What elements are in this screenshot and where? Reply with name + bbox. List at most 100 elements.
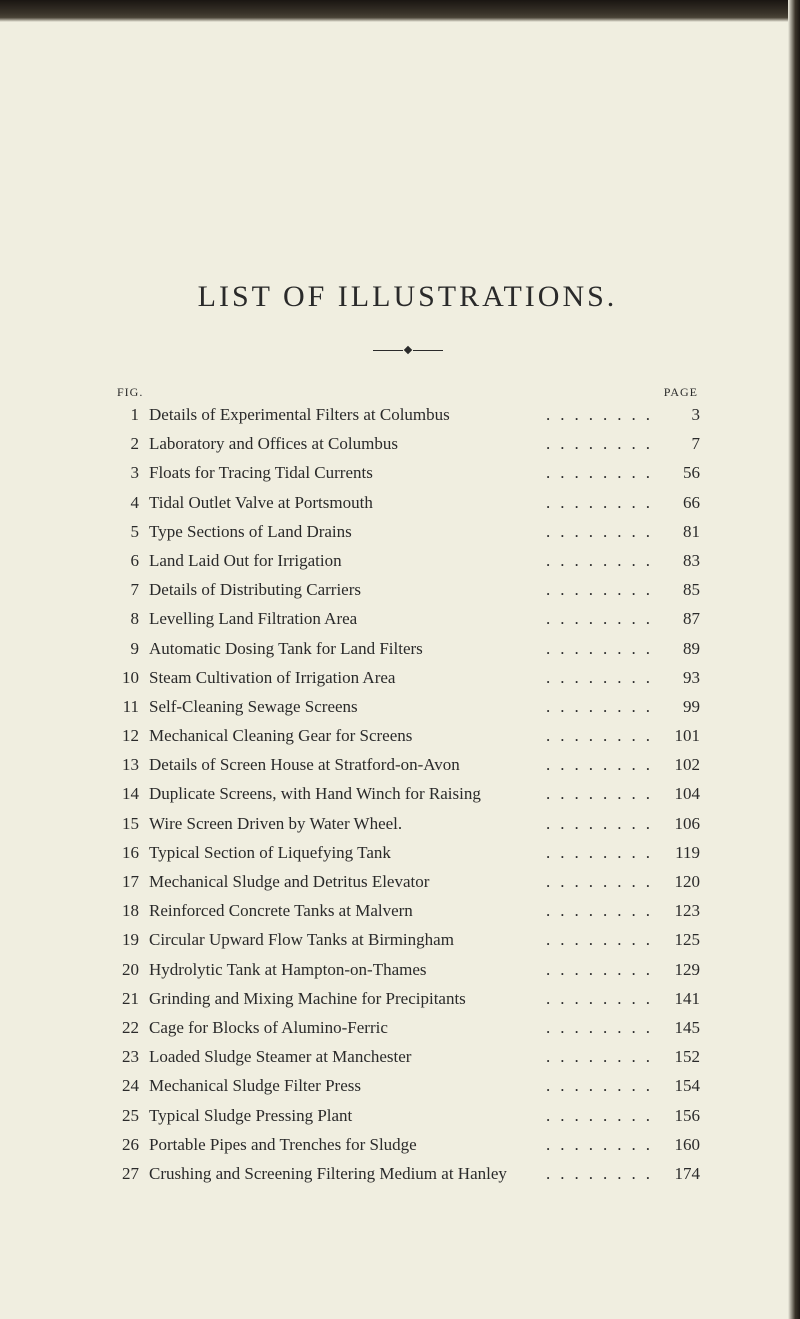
- fig-number: 20: [115, 961, 149, 978]
- column-headers: FIG. PAGE: [115, 385, 700, 400]
- header-fig: FIG.: [117, 385, 143, 400]
- page-number: 154: [660, 1077, 700, 1094]
- fig-number: 13: [115, 756, 149, 773]
- fig-number: 25: [115, 1107, 149, 1124]
- header-page: PAGE: [664, 385, 698, 400]
- leader-dots: ........: [373, 494, 660, 511]
- fig-number: 24: [115, 1077, 149, 1094]
- item-description: Reinforced Concrete Tanks at Malvern: [149, 902, 413, 919]
- leader-dots: ........: [361, 581, 660, 598]
- leader-dots: ........: [342, 552, 660, 569]
- list-item: 17Mechanical Sludge and Detritus Elevato…: [115, 873, 700, 890]
- item-description: Duplicate Screens, with Hand Winch for R…: [149, 785, 481, 802]
- item-description: Floats for Tracing Tidal Currents: [149, 464, 373, 481]
- list-item: 21Grinding and Mixing Machine for Precip…: [115, 990, 700, 1007]
- item-description: Typical Sludge Pressing Plant: [149, 1107, 352, 1124]
- leader-dots: ........: [427, 961, 660, 978]
- fig-number: 10: [115, 669, 149, 686]
- fig-number: 15: [115, 815, 149, 832]
- item-description: Loaded Sludge Steamer at Manchester: [149, 1048, 411, 1065]
- list-item: 3Floats for Tracing Tidal Currents......…: [115, 464, 700, 481]
- item-description: Steam Cultivation of Irrigation Area: [149, 669, 395, 686]
- page-number: 141: [660, 990, 700, 1007]
- item-description: Levelling Land Filtration Area: [149, 610, 357, 627]
- fig-number: 14: [115, 785, 149, 802]
- page-number: 102: [660, 756, 700, 773]
- page-number: 120: [660, 873, 700, 890]
- item-description: Mechanical Sludge Filter Press: [149, 1077, 361, 1094]
- fig-number: 1: [115, 406, 149, 423]
- page-number: 106: [660, 815, 700, 832]
- item-description: Grinding and Mixing Machine for Precipit…: [149, 990, 466, 1007]
- leader-dots: ........: [412, 727, 660, 744]
- fig-number: 22: [115, 1019, 149, 1036]
- fig-number: 26: [115, 1136, 149, 1153]
- list-item: 25Typical Sludge Pressing Plant........1…: [115, 1107, 700, 1124]
- fig-number: 17: [115, 873, 149, 890]
- item-description: Details of Screen House at Stratford-on-…: [149, 756, 460, 773]
- page-number: 129: [660, 961, 700, 978]
- leader-dots: ........: [395, 669, 660, 686]
- item-description: Crushing and Screening Filtering Medium …: [149, 1165, 507, 1182]
- fig-number: 6: [115, 552, 149, 569]
- leader-dots: ........: [388, 1019, 660, 1036]
- page-number: 174: [660, 1165, 700, 1182]
- list-item: 11Self-Cleaning Sewage Screens........99: [115, 698, 700, 715]
- list-item: 10Steam Cultivation of Irrigation Area..…: [115, 669, 700, 686]
- leader-dots: ........: [357, 610, 660, 627]
- list-item: 6Land Laid Out for Irrigation........83: [115, 552, 700, 569]
- page-number: 123: [660, 902, 700, 919]
- fig-number: 11: [115, 698, 149, 715]
- list-item: 18Reinforced Concrete Tanks at Malvern..…: [115, 902, 700, 919]
- fig-number: 18: [115, 902, 149, 919]
- list-item: 14Duplicate Screens, with Hand Winch for…: [115, 785, 700, 802]
- title-separator: [115, 342, 700, 357]
- fig-number: 27: [115, 1165, 149, 1182]
- list-item: 9Automatic Dosing Tank for Land Filters.…: [115, 640, 700, 657]
- page-number: 101: [660, 727, 700, 744]
- list-item: 1Details of Experimental Filters at Colu…: [115, 406, 700, 423]
- fig-number: 7: [115, 581, 149, 598]
- illustrations-list: 1Details of Experimental Filters at Colu…: [115, 406, 700, 1182]
- leader-dots: ........: [413, 902, 660, 919]
- fig-number: 5: [115, 523, 149, 540]
- fig-number: 2: [115, 435, 149, 452]
- fig-number: 4: [115, 494, 149, 511]
- leader-dots: ........: [391, 844, 660, 861]
- item-description: Laboratory and Offices at Columbus: [149, 435, 398, 452]
- item-description: Wire Screen Driven by Water Wheel.: [149, 815, 402, 832]
- list-item: 27Crushing and Screening Filtering Mediu…: [115, 1165, 700, 1182]
- leader-dots: ........: [398, 435, 660, 452]
- fig-number: 19: [115, 931, 149, 948]
- page-number: 125: [660, 931, 700, 948]
- list-item: 5Type Sections of Land Drains........81: [115, 523, 700, 540]
- page-number: 7: [660, 435, 700, 452]
- list-item: 24Mechanical Sludge Filter Press........…: [115, 1077, 700, 1094]
- item-description: Details of Experimental Filters at Colum…: [149, 406, 450, 423]
- item-description: Typical Section of Liquefying Tank: [149, 844, 391, 861]
- item-description: Portable Pipes and Trenches for Sludge: [149, 1136, 417, 1153]
- list-item: 8Levelling Land Filtration Area........8…: [115, 610, 700, 627]
- list-item: 13Details of Screen House at Stratford-o…: [115, 756, 700, 773]
- item-description: Circular Upward Flow Tanks at Birmingham: [149, 931, 454, 948]
- item-description: Tidal Outlet Valve at Portsmouth: [149, 494, 373, 511]
- item-description: Mechanical Sludge and Detritus Elevator: [149, 873, 429, 890]
- page-number: 81: [660, 523, 700, 540]
- item-description: Mechanical Cleaning Gear for Screens: [149, 727, 412, 744]
- page-number: 56: [660, 464, 700, 481]
- list-item: 16Typical Section of Liquefying Tank....…: [115, 844, 700, 861]
- page-number: 99: [660, 698, 700, 715]
- leader-dots: ........: [429, 873, 660, 890]
- leader-dots: ........: [481, 785, 660, 802]
- leader-dots: ........: [352, 1107, 660, 1124]
- list-item: 23Loaded Sludge Steamer at Manchester...…: [115, 1048, 700, 1065]
- page-number: 89: [660, 640, 700, 657]
- item-description: Land Laid Out for Irrigation: [149, 552, 342, 569]
- list-item: 22Cage for Blocks of Alumino-Ferric.....…: [115, 1019, 700, 1036]
- item-description: Self-Cleaning Sewage Screens: [149, 698, 358, 715]
- list-item: 4Tidal Outlet Valve at Portsmouth.......…: [115, 494, 700, 511]
- page-number: 85: [660, 581, 700, 598]
- list-item: 2Laboratory and Offices at Columbus.....…: [115, 435, 700, 452]
- leader-dots: ........: [373, 464, 660, 481]
- page-number: 3: [660, 406, 700, 423]
